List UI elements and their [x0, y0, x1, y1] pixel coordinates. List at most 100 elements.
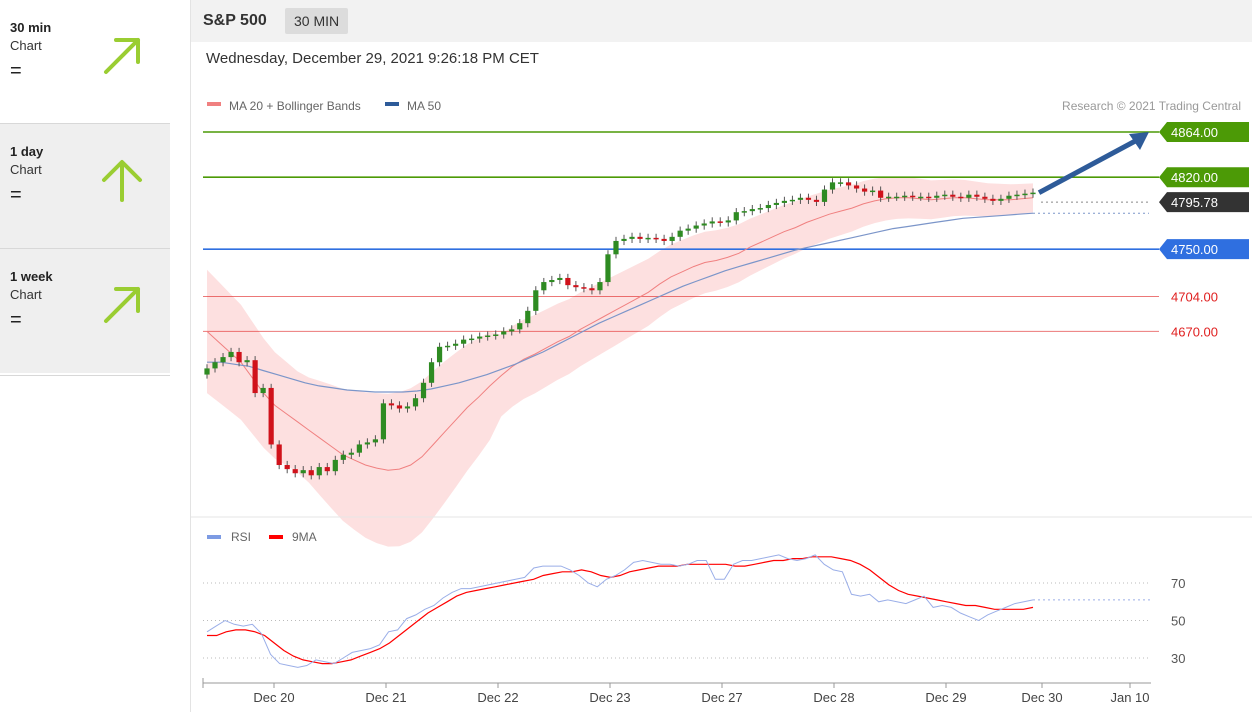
candle [685, 224, 691, 235]
candle [493, 330, 499, 340]
x-tick-label: Dec 30 [1021, 690, 1062, 705]
candle [918, 192, 924, 201]
candle [709, 217, 715, 228]
candle [396, 401, 403, 413]
candle [765, 200, 771, 213]
candle [477, 332, 483, 343]
timeframe-card-30min[interactable]: 30 min Chart = [0, 0, 170, 124]
candle [412, 394, 419, 411]
x-tick-label: Dec 20 [253, 690, 294, 705]
level-label: 4750.00 [1171, 242, 1218, 257]
legend-swatch-ma50 [385, 102, 399, 106]
level-tag [1159, 122, 1249, 142]
timeframe-sub: Chart [10, 162, 42, 177]
candle [300, 466, 306, 478]
candle [557, 273, 563, 285]
candle [781, 196, 787, 208]
x-tick-label: Dec 22 [477, 690, 518, 705]
candle [886, 192, 892, 202]
timeframe-card-1week[interactable]: 1 week Chart = [0, 249, 170, 373]
candle [757, 203, 763, 214]
timeframe-equal: = [10, 60, 22, 82]
timeframe-name: 30 min [10, 20, 52, 35]
candle [453, 339, 459, 350]
candle [509, 325, 515, 336]
candle [501, 327, 507, 339]
x-tick-label: Dec 21 [365, 690, 406, 705]
key-levels: 4864.00 4820.00 4795.78 4750.00 4704.00 4670.… [203, 122, 1249, 339]
candle [597, 277, 603, 295]
candle [677, 226, 683, 241]
level-label: 4670.00 [1171, 324, 1218, 339]
candle [1022, 189, 1028, 199]
x-tick-label: Dec 23 [589, 690, 630, 705]
chart-panel: S&P 500 30 MIN Wednesday, December 29, 2… [190, 0, 1252, 712]
candle [581, 283, 587, 293]
candle [292, 465, 298, 478]
chart-header: S&P 500 30 MIN [191, 0, 1252, 42]
rsi-pane: 70 50 30 [203, 554, 1185, 668]
candle [950, 190, 956, 201]
candle [733, 208, 739, 225]
candle [461, 335, 467, 348]
candlesticks [204, 178, 1036, 480]
arrow-up-right-icon [104, 38, 140, 74]
candle [902, 191, 908, 201]
candle [958, 192, 964, 202]
candle [773, 198, 779, 210]
candle [236, 347, 242, 367]
candle [332, 455, 338, 476]
copyright: Research © 2021 Trading Central [1062, 99, 1241, 113]
timeframe-button[interactable]: 30 MIN [285, 8, 349, 34]
candle [853, 181, 860, 193]
candle [661, 234, 667, 246]
ma50-line [207, 212, 1034, 393]
candle [741, 207, 747, 217]
candle [605, 250, 611, 287]
candle [372, 435, 379, 447]
legend-swatch-9ma [269, 535, 283, 539]
candle [316, 462, 322, 480]
candle [749, 204, 755, 216]
candle [212, 358, 218, 373]
timeframe-name: 1 week [10, 269, 53, 284]
forecast-arrow [1037, 132, 1149, 195]
candle [797, 193, 804, 204]
symbol-title: S&P 500 [203, 12, 267, 29]
candle [645, 233, 651, 244]
x-tick-label: Jan 10 [1110, 690, 1149, 705]
candle [701, 219, 707, 230]
candle [725, 216, 731, 227]
timeframe-equal: = [10, 184, 22, 206]
candle [805, 193, 812, 204]
candle [589, 284, 595, 295]
level-label: 4864.00 [1171, 125, 1218, 140]
candle [1030, 188, 1036, 198]
rsi-tick-label: 30 [1171, 651, 1185, 666]
candle [910, 191, 916, 201]
candle [861, 184, 868, 196]
timeframe-equal: = [10, 309, 22, 331]
timeframe-card-1day[interactable]: 1 day Chart = [0, 124, 170, 248]
candle [789, 195, 796, 205]
candle [565, 273, 571, 290]
candle [998, 194, 1004, 205]
candle [573, 281, 579, 292]
candle [829, 178, 836, 194]
candle [621, 234, 627, 246]
timeframe-name: 1 day [10, 144, 44, 159]
legend-swatch-ma20 [207, 102, 221, 106]
candle [637, 232, 643, 244]
candle [380, 399, 387, 444]
candle [974, 190, 980, 201]
candle [436, 342, 443, 367]
rsi-line [206, 554, 1034, 668]
bollinger-area [207, 176, 1033, 547]
timeframe-sidebar: 30 min Chart = 1 day Chart = 1 week Char… [0, 0, 170, 376]
candle [444, 341, 451, 351]
candle [420, 378, 427, 403]
candle [428, 358, 435, 387]
legend-ma50: MA 50 [407, 99, 441, 113]
arrow-up-right-icon [104, 287, 140, 323]
chart-datetime: Wednesday, December 29, 2021 9:26:18 PM … [206, 50, 539, 67]
